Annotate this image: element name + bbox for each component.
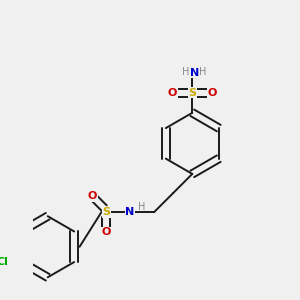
Text: Cl: Cl [0, 257, 9, 267]
Text: O: O [208, 88, 217, 98]
Text: O: O [168, 88, 177, 98]
Text: N: N [125, 207, 135, 217]
Text: N: N [190, 68, 199, 78]
Text: H: H [138, 202, 146, 212]
Text: S: S [102, 207, 110, 217]
Text: H: H [182, 67, 189, 76]
Text: O: O [88, 191, 97, 201]
Text: O: O [101, 227, 111, 237]
Text: H: H [199, 67, 207, 76]
Text: S: S [188, 88, 196, 98]
